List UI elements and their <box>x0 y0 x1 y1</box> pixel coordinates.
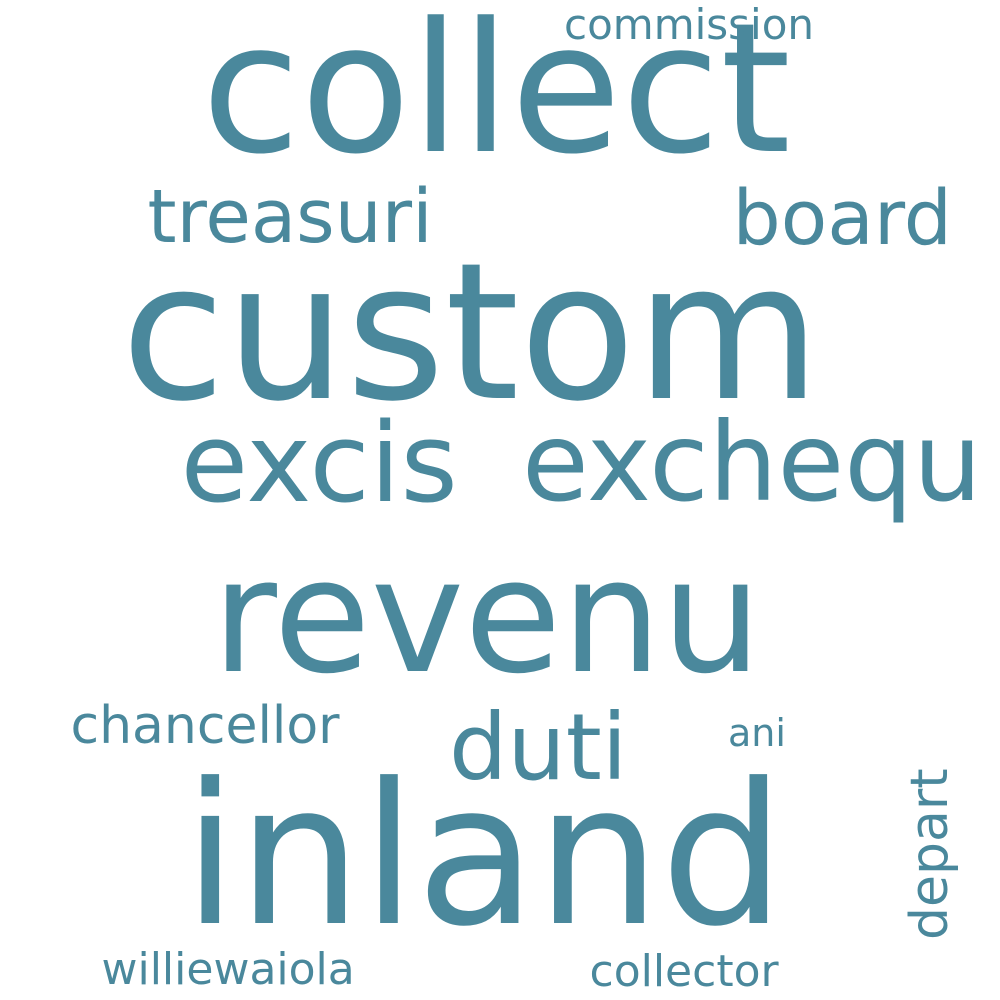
word-duti: duti <box>449 694 628 801</box>
word-commission: commission <box>564 0 815 49</box>
word-ani: ani <box>728 711 786 755</box>
word-williewaiola: williewaiola <box>101 944 355 995</box>
word-collect: collect <box>201 0 791 194</box>
word-inland: inland <box>183 742 785 970</box>
word-depart: depart <box>900 768 960 940</box>
word-chancellor: chancellor <box>70 696 340 756</box>
word-excis: excis <box>180 399 458 527</box>
word-revenu: revenu <box>212 525 762 709</box>
word-board: board <box>732 173 952 262</box>
word-treasuri: treasuri <box>147 174 433 260</box>
word-exchequ: exchequ <box>522 399 982 526</box>
word-custom: custom <box>121 222 821 443</box>
word-collector: collector <box>589 946 779 997</box>
